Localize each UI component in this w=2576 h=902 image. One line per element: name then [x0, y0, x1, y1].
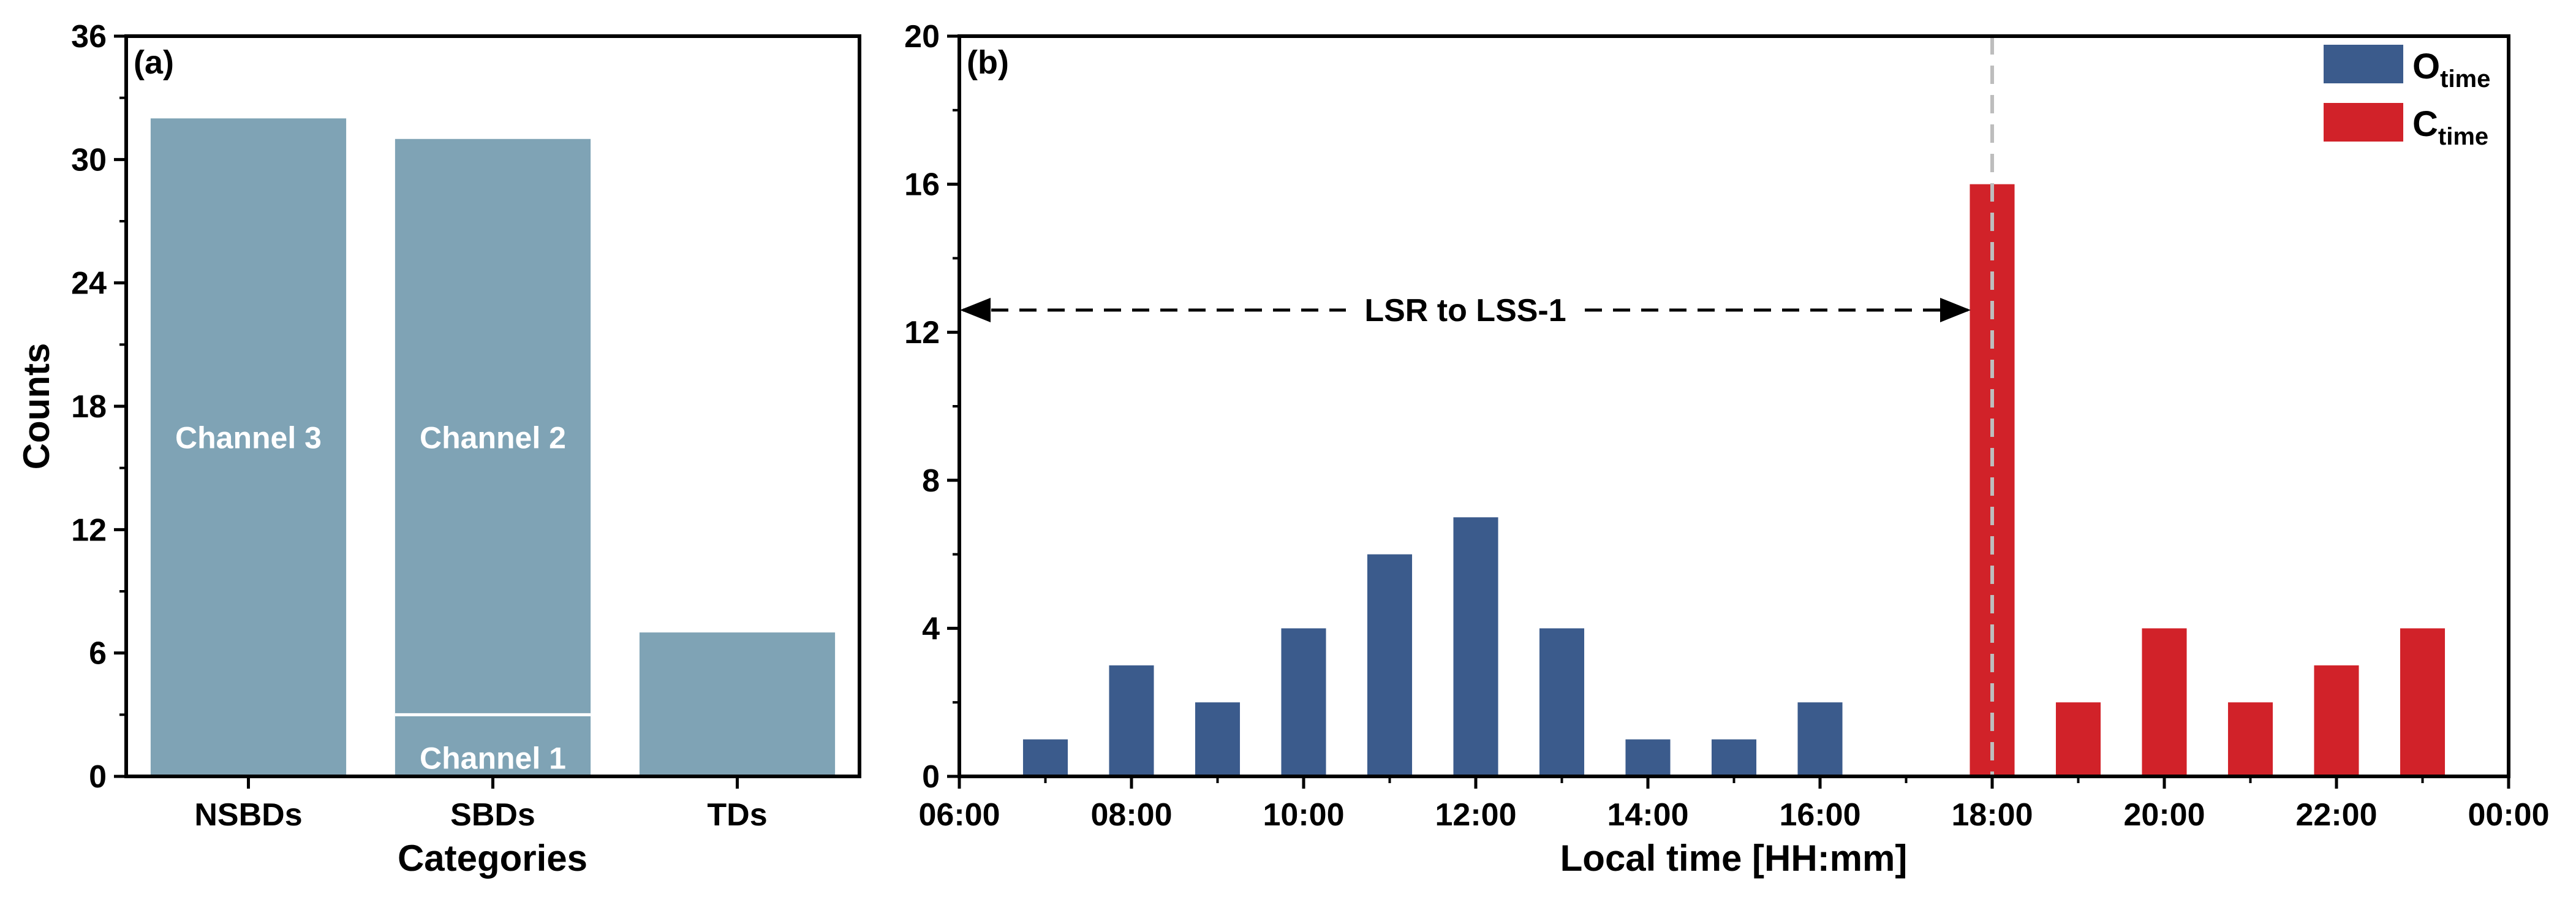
legend: Otime Ctime — [2324, 45, 2490, 150]
segment-label-channel-3: Channel 3 — [175, 420, 322, 455]
panel-a-segment-labels: Channel 3 Channel 1 Channel 2 — [175, 420, 566, 775]
x-tick-label: 18:00 — [1952, 797, 2033, 833]
bar-c-time-20 — [2142, 628, 2187, 776]
bar-o-time-16 — [1797, 702, 1843, 776]
panel-b-frame — [958, 34, 2510, 778]
legend-item-c-time: Ctime — [2324, 103, 2488, 150]
legend-label-o-time: Otime — [2412, 47, 2490, 93]
legend-item-o-time: Otime — [2324, 45, 2490, 93]
bar-o-time-11 — [1367, 554, 1413, 776]
y-tick-label: 0 — [89, 759, 107, 795]
x-tick-label-nsbds: NSBDs — [194, 797, 302, 833]
bar-o-time-7 — [1022, 739, 1068, 776]
y-tick-label: 0 — [922, 759, 940, 795]
y-tick-label: 4 — [922, 611, 940, 646]
legend-swatch-c-time — [2324, 103, 2403, 142]
x-tick-label-tds: TDs — [707, 797, 767, 833]
bar-o-time-14 — [1625, 739, 1671, 776]
panel-a: Channel 3 Channel 1 Channel 2 0 6 12 18 24 30 36… — [16, 19, 861, 879]
panel-a-y-axis-title: Counts — [16, 343, 57, 470]
panel-b-bars — [1022, 184, 2446, 777]
annotation-label: LSR to LSS-1 — [1364, 293, 1566, 328]
y-tick-label: 24 — [71, 266, 107, 301]
panel-a-x-axis-title: Categories — [398, 838, 587, 879]
bar-o-time-13 — [1539, 628, 1585, 776]
panel-b-y-ticks: 0 4 8 12 16 20 — [904, 19, 959, 795]
panel-a-tag: (a) — [134, 44, 174, 81]
x-tick-label: 10:00 — [1263, 797, 1345, 833]
panel-b-x-ticks: 06:00 08:00 10:00 12:00 14:00 16:00 18:00 20:00… — [919, 776, 2550, 833]
y-tick-label: 36 — [71, 19, 107, 55]
bar-c-time-19 — [2055, 702, 2101, 776]
bar-c-time-21 — [2227, 702, 2273, 776]
x-tick-label-sbds: SBDs — [450, 797, 535, 833]
y-tick-label: 6 — [89, 636, 107, 672]
segment-label-channel-2: Channel 2 — [420, 420, 566, 455]
x-tick-label: 20:00 — [2124, 797, 2205, 833]
bar-c-time-22 — [2314, 665, 2359, 776]
x-tick-label: 16:00 — [1780, 797, 1861, 833]
x-tick-label: 00:00 — [2468, 797, 2550, 833]
bar-o-time-12 — [1453, 517, 1498, 776]
y-tick-label: 8 — [922, 463, 940, 499]
bar-nsbds-seg0 — [150, 118, 347, 777]
x-tick-label: 12:00 — [1435, 797, 1517, 833]
panel-b-x-axis-title: Local time [HH:mm] — [1560, 838, 1908, 879]
y-tick-label: 16 — [904, 167, 940, 203]
bar-c-time-23 — [2400, 628, 2446, 776]
panel-a-x-ticks: NSBDs SBDs TDs — [194, 776, 768, 833]
panel-b-annotation: LSR to LSS-1 — [960, 293, 1971, 328]
bar-tds-seg0 — [639, 632, 836, 776]
y-tick-label: 12 — [71, 512, 107, 548]
y-tick-label: 20 — [904, 19, 940, 55]
bar-sbds-seg1 — [395, 138, 591, 715]
x-tick-label: 06:00 — [919, 797, 1000, 833]
bar-o-time-15 — [1711, 739, 1757, 776]
segment-label-channel-1: Channel 1 — [420, 741, 566, 776]
panel-b-tag: (b) — [967, 44, 1009, 81]
x-tick-label: 14:00 — [1607, 797, 1689, 833]
panel-a-bars — [150, 118, 836, 777]
bar-o-time-9 — [1195, 702, 1241, 776]
y-tick-label: 18 — [71, 389, 107, 425]
x-tick-label: 08:00 — [1091, 797, 1173, 833]
y-tick-label: 12 — [904, 315, 940, 351]
legend-swatch-o-time — [2324, 45, 2403, 83]
bar-sbds-seg0 — [395, 714, 591, 776]
y-tick-label: 30 — [71, 142, 107, 178]
panel-b: LSR to LSS-1 0 4 8 12 16 20 06:00 08:00 10:00 12… — [904, 19, 2549, 879]
legend-label-c-time: Ctime — [2412, 104, 2488, 150]
x-tick-label: 22:00 — [2296, 797, 2378, 833]
bar-o-time-10 — [1281, 628, 1326, 776]
bar-o-time-8 — [1109, 665, 1154, 776]
panel-a-y-ticks: 0 6 12 18 24 30 36 — [71, 19, 126, 795]
